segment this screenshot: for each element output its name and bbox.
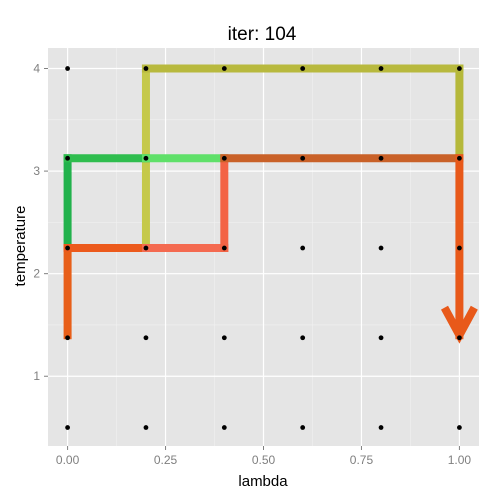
data-point — [457, 335, 462, 341]
x-tick-label: 0.50 — [252, 453, 276, 467]
data-point — [300, 425, 306, 430]
data-point — [300, 66, 306, 71]
data-point — [143, 66, 149, 71]
x-axis: 0.00 0.25 0.50 0.75 1.00 — [56, 446, 471, 467]
y-tick-label: 4 — [33, 62, 40, 76]
data-point — [457, 66, 462, 71]
points-layer — [65, 66, 462, 430]
data-point — [378, 425, 384, 430]
grid-major — [48, 48, 479, 446]
data-point — [378, 155, 384, 161]
data-point — [457, 245, 462, 251]
data-point — [221, 245, 227, 251]
data-point — [65, 335, 70, 341]
y-axis-title: temperature — [12, 206, 29, 287]
data-point — [65, 66, 70, 71]
data-point — [221, 425, 227, 430]
x-axis-title: lambda — [238, 473, 288, 490]
data-point — [65, 155, 70, 161]
data-point — [457, 425, 462, 430]
data-point — [457, 155, 462, 161]
x-tick-label: 1.00 — [448, 453, 472, 467]
x-tick-label: 0.00 — [56, 453, 80, 467]
data-point — [221, 66, 227, 71]
data-point — [65, 245, 70, 251]
data-point — [221, 155, 227, 161]
data-point — [143, 335, 149, 341]
y-tick-label: 3 — [33, 164, 40, 178]
data-point — [143, 245, 149, 251]
x-tick-label: 0.25 — [154, 453, 178, 467]
y-tick-label: 1 — [33, 369, 40, 383]
data-point — [300, 335, 306, 341]
y-tick-label: 2 — [33, 267, 40, 281]
data-point — [221, 335, 227, 341]
data-point — [378, 335, 384, 341]
chart-title: iter: 104 — [228, 24, 297, 45]
data-point — [378, 66, 384, 71]
data-point — [300, 245, 306, 251]
data-point — [300, 155, 306, 161]
data-point — [143, 425, 149, 430]
data-point — [378, 245, 384, 251]
orange-path-arrowhead — [440, 305, 478, 344]
green-path — [63, 154, 229, 253]
y-axis: 1 2 3 4 — [33, 62, 48, 383]
data-point — [65, 425, 70, 430]
data-point — [143, 155, 149, 161]
x-tick-label: 0.75 — [350, 453, 374, 467]
